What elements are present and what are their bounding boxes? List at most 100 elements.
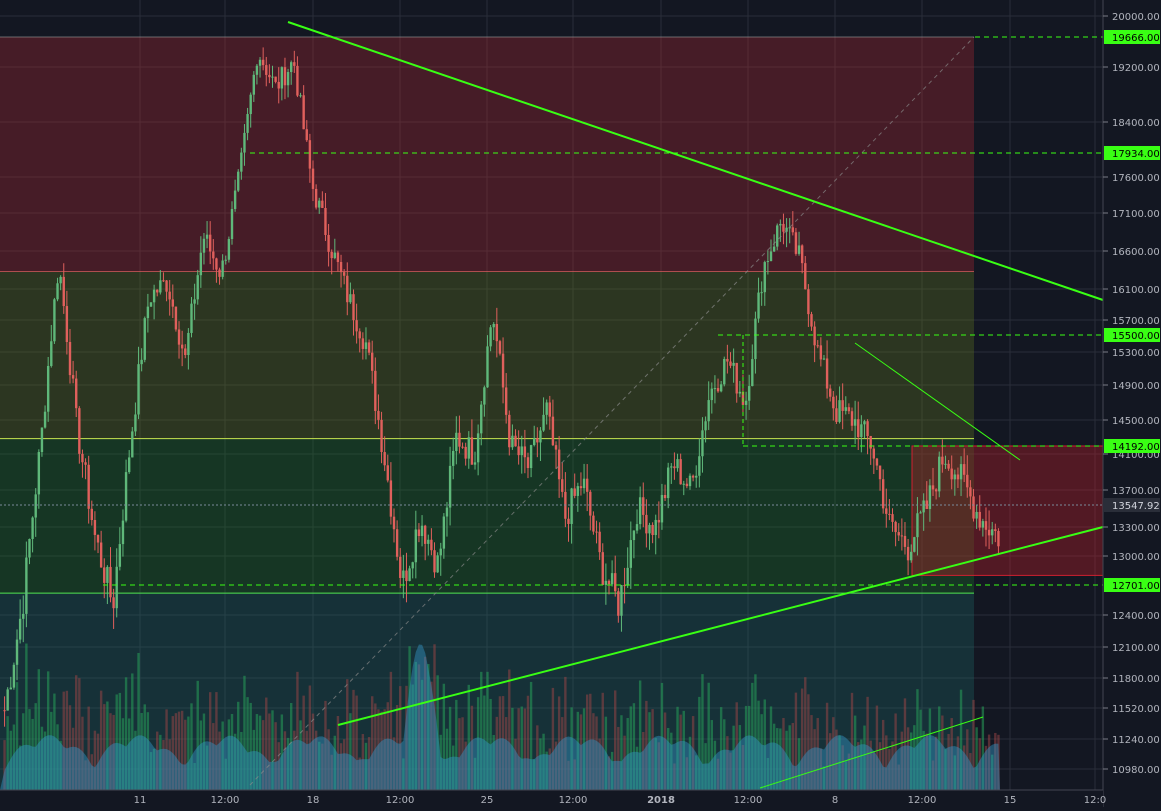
volume-bar xyxy=(754,674,757,790)
volume-bar xyxy=(598,738,601,790)
volume-bar xyxy=(171,716,175,790)
candle-body xyxy=(570,488,573,524)
candle-body xyxy=(289,62,293,73)
volume-bar xyxy=(56,724,59,790)
candle-body xyxy=(230,209,234,240)
volume-bar xyxy=(648,712,651,790)
time-tick-label: 12:00 xyxy=(734,795,763,806)
volume-bar xyxy=(377,709,380,790)
candle-body xyxy=(984,521,988,530)
candle-body xyxy=(504,387,508,415)
candle-body xyxy=(131,431,134,458)
volume-bar xyxy=(741,745,745,790)
volume-bar xyxy=(336,715,340,790)
volume-bar xyxy=(271,710,274,790)
candle-body xyxy=(327,234,330,252)
candle-body xyxy=(928,485,932,509)
candle-body xyxy=(162,280,165,282)
candle-body xyxy=(34,494,37,518)
volume-bar xyxy=(744,705,748,790)
candle-body xyxy=(346,275,349,303)
candle-body xyxy=(747,386,751,401)
candle-body xyxy=(377,410,380,420)
volume-bar xyxy=(187,716,190,790)
candle-body xyxy=(246,114,249,133)
volume-bar xyxy=(427,664,430,790)
candle-body xyxy=(542,414,545,431)
candle-body xyxy=(648,524,651,534)
candle-body xyxy=(598,531,601,553)
candle-body xyxy=(196,275,199,300)
candle-body xyxy=(37,452,41,495)
volume-bar xyxy=(994,732,997,790)
time-tick-label: 12:00 xyxy=(386,795,415,806)
candle-body xyxy=(654,519,657,536)
candle-body xyxy=(610,573,614,585)
volume-bar xyxy=(62,691,65,790)
candle-body xyxy=(638,497,642,525)
volume-bar xyxy=(564,676,567,790)
price-marker xyxy=(1104,146,1160,160)
candle-body xyxy=(938,456,941,492)
candle-body xyxy=(906,546,910,561)
axis-tick-label: 11520.00 xyxy=(1112,704,1160,715)
candle-body xyxy=(760,292,763,294)
candle-body xyxy=(103,567,106,583)
volume-bar xyxy=(757,700,760,790)
volume-bar xyxy=(660,682,664,790)
volume-bar xyxy=(623,735,626,790)
candle-body xyxy=(888,513,891,515)
candle-body xyxy=(417,529,421,536)
volume-bar xyxy=(480,671,483,790)
candle-body xyxy=(495,323,499,342)
candle-body xyxy=(891,514,894,522)
volume-bar xyxy=(533,759,536,790)
candle-body xyxy=(966,474,969,488)
volume-bar xyxy=(40,726,44,790)
volume-bar xyxy=(131,673,134,790)
volume-bar xyxy=(676,706,679,790)
candle-body xyxy=(392,516,396,530)
candle-body xyxy=(395,529,399,557)
volume-bar xyxy=(3,740,6,790)
candle-body xyxy=(785,227,788,232)
time-axis: 11 12:00 18 12:00 25 12:00 2018 12:00 8 12:00 15 12… xyxy=(0,789,1106,807)
volume-bar xyxy=(617,726,620,790)
candle-body xyxy=(819,345,823,360)
candle-body xyxy=(258,59,262,66)
candle-body xyxy=(71,375,75,379)
candle-body xyxy=(50,341,53,366)
volume-bar xyxy=(819,748,823,790)
volume-bar xyxy=(205,745,209,790)
volume-bar xyxy=(614,690,617,790)
volume-bar xyxy=(137,652,140,790)
volume-bar xyxy=(962,745,966,790)
volume-bar xyxy=(626,717,629,790)
volume-bar xyxy=(118,692,122,790)
candle-body xyxy=(729,361,732,366)
volume-bar xyxy=(296,671,299,790)
volume-bar xyxy=(374,703,377,790)
price-marker-label: 14192.00 xyxy=(1112,442,1160,453)
price-marker-label: 19666.00 xyxy=(1112,33,1160,44)
candle-body xyxy=(969,487,972,497)
candle-body xyxy=(205,234,209,239)
candle-body xyxy=(243,132,246,153)
candle-body xyxy=(557,449,561,480)
candle-body xyxy=(249,94,252,115)
candle-body xyxy=(87,464,90,509)
volume-bar xyxy=(286,737,290,790)
volume-bar xyxy=(486,671,489,790)
candle-body xyxy=(947,463,950,469)
volume-bar xyxy=(352,689,355,790)
candle-body xyxy=(445,507,449,517)
candle-body xyxy=(695,475,698,478)
volume-bar xyxy=(554,741,558,790)
volume-bar xyxy=(146,712,150,790)
volume-bar xyxy=(314,730,318,790)
volume-bar xyxy=(969,753,972,790)
candle-body xyxy=(389,480,393,517)
candle-body xyxy=(582,478,586,489)
